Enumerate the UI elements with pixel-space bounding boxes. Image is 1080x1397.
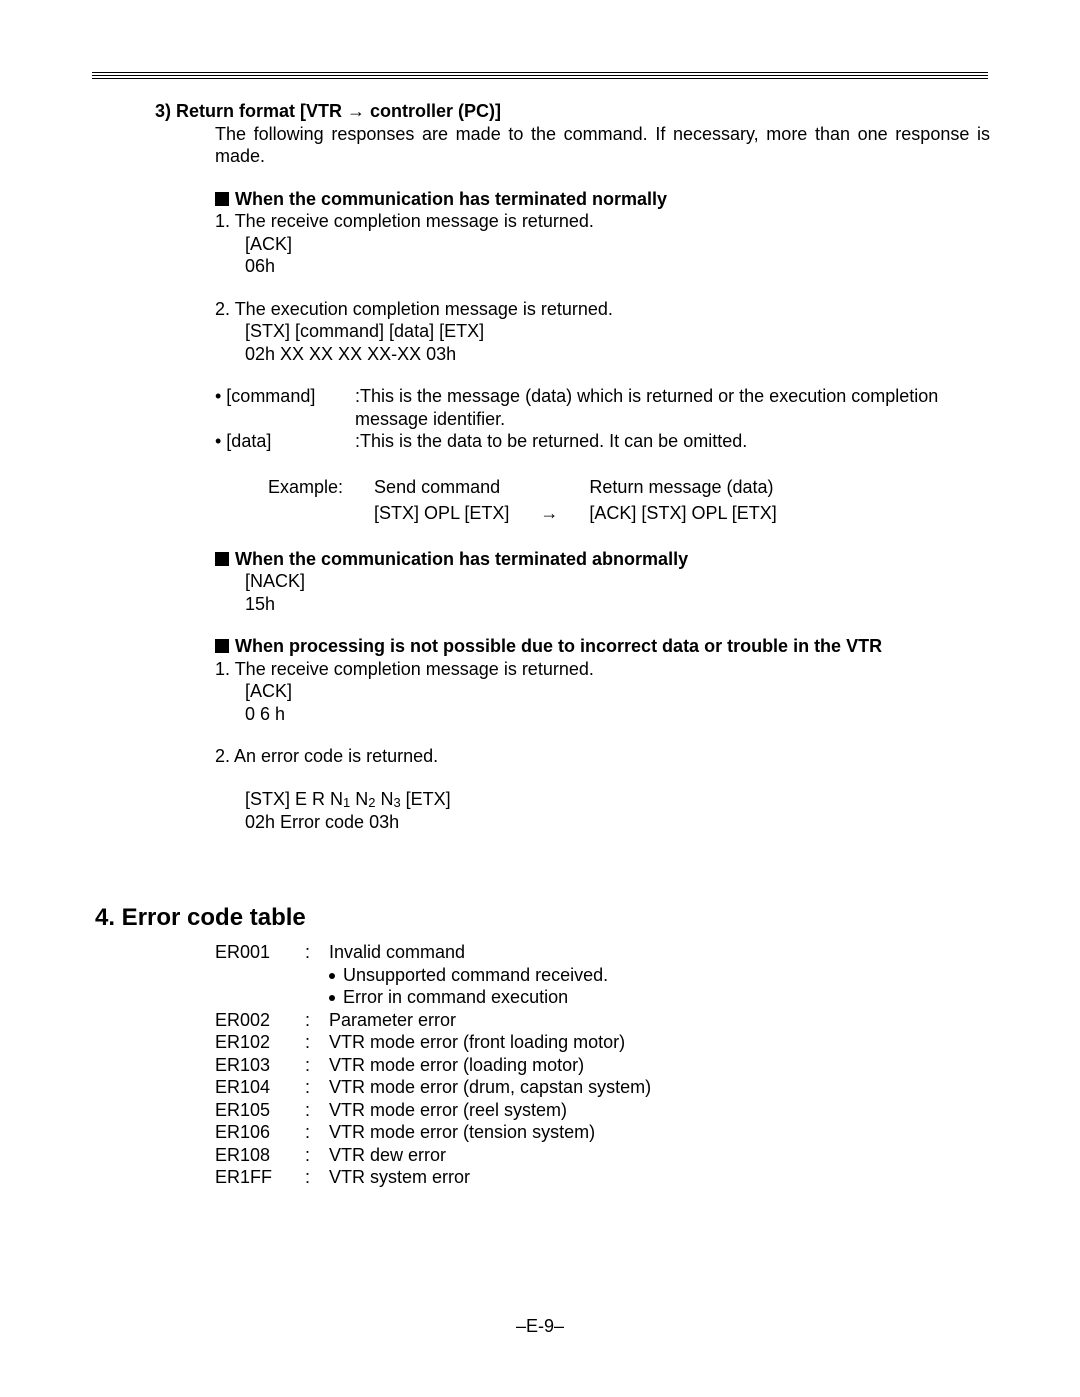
example-ret: [ACK] [STX] OPL [ETX] — [588, 501, 804, 526]
error-code: ER1FF — [215, 1166, 305, 1189]
error-frame1: [STX] E R N1 N2 N3 [ETX] — [245, 788, 990, 811]
error-code: ER002 — [215, 1009, 305, 1032]
square-bullet-icon — [215, 639, 229, 653]
error-code-row: ER108:VTR dew error — [215, 1144, 990, 1167]
normal-item2: 2. The execution completion message is r… — [215, 298, 990, 321]
error-code-row: ER102:VTR mode error (front loading moto… — [215, 1031, 990, 1054]
abnormal-nack1: [NACK] — [245, 570, 990, 593]
error-code-row: ER106:VTR mode error (tension system) — [215, 1121, 990, 1144]
error-frame1-post: [ETX] — [401, 789, 451, 809]
error-code-desc: VTR mode error (front loading motor) — [329, 1031, 990, 1054]
square-bullet-icon — [215, 192, 229, 206]
error-code-colon: : — [305, 1031, 329, 1054]
error-code-colon: : — [305, 1121, 329, 1144]
data-label: • [data] — [215, 430, 355, 453]
example-arrow: → — [539, 501, 586, 526]
example-send-h: Send command — [373, 475, 537, 500]
error-title-text: When processing is not possible due to i… — [235, 636, 882, 656]
error-code: ER001 — [215, 941, 305, 964]
normal-ack1: [ACK] — [245, 233, 990, 256]
error-frame1-mid2: N — [375, 789, 393, 809]
normal-title-text: When the communication has terminated no… — [235, 189, 667, 209]
error-code-desc: VTR mode error (loading motor) — [329, 1054, 990, 1077]
abnormal-nack2: 15h — [245, 593, 990, 616]
normal-title: When the communication has terminated no… — [215, 188, 990, 211]
error-code-list: ER001:Invalid commandUnsupported command… — [155, 941, 990, 1189]
error-code-colon: : — [305, 941, 329, 964]
error-code: ER104 — [215, 1076, 305, 1099]
error-code-subitem: Unsupported command received. — [329, 964, 990, 987]
error-code-colon: : — [305, 1054, 329, 1077]
cmd-row: • [command] :This is the message (data) … — [215, 385, 990, 430]
error-code-colon: : — [305, 1166, 329, 1189]
normal-frame2: 02h XX XX XX XX-XX 03h — [245, 343, 990, 366]
error-code-row: ER104:VTR mode error (drum, capstan syst… — [215, 1076, 990, 1099]
error-code-desc: VTR mode error (tension system) — [329, 1121, 990, 1144]
error-title: When processing is not possible due to i… — [215, 635, 990, 658]
example-send: [STX] OPL [ETX] — [373, 501, 537, 526]
error-code-desc: VTR dew error — [329, 1144, 990, 1167]
section3-intro: The following responses are made to the … — [215, 123, 990, 168]
error-ack2: 0 6 h — [245, 703, 990, 726]
error-ack1: [ACK] — [245, 680, 990, 703]
error-code-row: ER105:VTR mode error (reel system) — [215, 1099, 990, 1122]
bullet-icon — [329, 995, 335, 1001]
error-frame1-mid1: N — [350, 789, 368, 809]
cmd-label: • [command] — [215, 385, 355, 430]
abnormal-title-text: When the communication has terminated ab… — [235, 549, 688, 569]
error-code-colon: : — [305, 1076, 329, 1099]
error-item2: 2. An error code is returned. — [215, 745, 990, 768]
data-row: • [data] :This is the data to be returne… — [215, 430, 990, 453]
error-item1: 1. The receive completion message is ret… — [215, 658, 990, 681]
bullet-icon — [329, 973, 335, 979]
page: 3) Return format [VTR → controller (PC)]… — [0, 0, 1080, 1397]
abnormal-title: When the communication has terminated ab… — [215, 548, 990, 571]
error-code-desc: Invalid command — [329, 941, 990, 964]
example-table: Example: Send command Return message (da… — [265, 473, 807, 528]
error-code-row: ER001:Invalid command — [215, 941, 990, 964]
cmd-desc: :This is the message (data) which is ret… — [355, 385, 990, 430]
error-frame1-pre: [STX] E R N — [245, 789, 343, 809]
error-code: ER103 — [215, 1054, 305, 1077]
square-bullet-icon — [215, 552, 229, 566]
example-ret-h: Return message (data) — [588, 475, 804, 500]
error-code-desc: VTR mode error (reel system) — [329, 1099, 990, 1122]
error-code: ER106 — [215, 1121, 305, 1144]
error-code-desc: VTR mode error (drum, capstan system) — [329, 1076, 990, 1099]
error-code-row: ER002:Parameter error — [215, 1009, 990, 1032]
section3-heading: 3) Return format [VTR → controller (PC)] — [155, 100, 990, 123]
top-rule — [92, 72, 988, 76]
error-code-colon: : — [305, 1009, 329, 1032]
data-desc: :This is the data to be returned. It can… — [355, 430, 990, 453]
normal-frame1: [STX] [command] [data] [ETX] — [245, 320, 990, 343]
error-code: ER108 — [215, 1144, 305, 1167]
section4-heading: 4. Error code table — [95, 903, 990, 933]
error-frame1-n3: 3 — [393, 795, 400, 810]
error-frame2: 02h Error code 03h — [245, 811, 990, 834]
content-body: 3) Return format [VTR → controller (PC)]… — [155, 100, 990, 1189]
normal-ack2: 06h — [245, 255, 990, 278]
example-label: Example: — [267, 475, 371, 500]
error-code: ER102 — [215, 1031, 305, 1054]
page-number: –E-9– — [0, 1316, 1080, 1337]
normal-item1: 1. The receive completion message is ret… — [215, 210, 990, 233]
error-code-colon: : — [305, 1144, 329, 1167]
error-code-row: ER1FF:VTR system error — [215, 1166, 990, 1189]
error-code-desc: Parameter error — [329, 1009, 990, 1032]
error-code-row: ER103:VTR mode error (loading motor) — [215, 1054, 990, 1077]
error-code-colon: : — [305, 1099, 329, 1122]
error-code: ER105 — [215, 1099, 305, 1122]
error-code-desc: VTR system error — [329, 1166, 990, 1189]
error-code-subitem: Error in command execution — [329, 986, 990, 1009]
